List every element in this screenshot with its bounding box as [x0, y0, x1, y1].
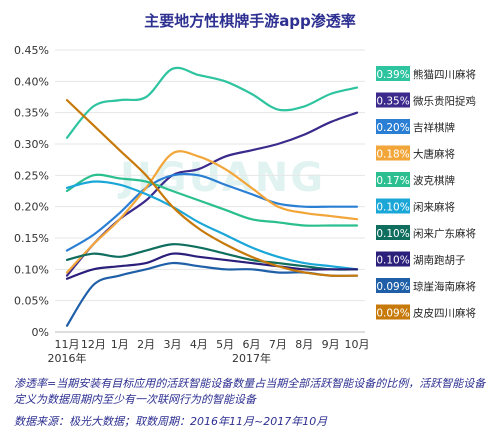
x-tick-label: 8月: [295, 338, 313, 351]
x-tick-label: 12月: [81, 338, 106, 351]
legend-value: 0.39%: [376, 69, 409, 81]
x-tick-label: 2月: [137, 338, 155, 351]
series-line: [65, 66, 359, 139]
series-line: [65, 173, 359, 227]
legend-name: 闲来广东麻将: [413, 227, 476, 240]
line-chart: 0% 0.05% 0.10% 0.15% 0.20% 0.25% 0.30% 0.35% 0.4…: [14, 44, 476, 365]
y-tick-label: 0.45%: [14, 44, 49, 57]
chart-title: 主要地方性棋牌手游app渗透率: [144, 12, 356, 30]
legend-name: 闲来麻将: [413, 201, 455, 214]
y-tick-label: 0.40%: [14, 75, 49, 88]
series-line: [65, 180, 359, 271]
legend-swatch: [376, 251, 410, 267]
legend: 0.39% 熊猫四川麻将 0.35% 微乐贵阳捉鸡 0.20% 吉祥棋牌 0.18% 大唐麻将…: [376, 66, 476, 320]
legend-swatch: [376, 225, 410, 240]
series-line: [65, 172, 359, 252]
legend-swatch: [376, 92, 410, 108]
source-note: 数据来源：极光大数据；取数周期：2016年11月~2017年10月: [14, 415, 328, 428]
legend-swatch: [376, 145, 410, 161]
y-tick-label: 0%: [32, 326, 49, 339]
x-tick-label: 3月: [163, 338, 181, 351]
legend-name: 吉祥棋牌: [413, 121, 455, 134]
legend-value: 0.17%: [376, 175, 409, 187]
legend-value: 0.10%: [376, 202, 409, 214]
legend-name: 波克棋牌: [413, 174, 455, 187]
y-axis: 0% 0.05% 0.10% 0.15% 0.20% 0.25% 0.30% 0.35% 0.4…: [14, 44, 49, 339]
legend-swatch: [376, 172, 410, 187]
series-line: [65, 243, 359, 271]
series-lines: [65, 66, 359, 327]
series-line: [65, 261, 359, 327]
legend-swatch: [376, 119, 410, 134]
x-axis: 11月 12月 1月 2月 3月 4月 5月 6月 7月 8月 9月 10月 2016年 2017年: [48, 331, 370, 365]
legend-name: 琼崖海南麻将: [413, 280, 476, 293]
y-tick-label: 0.30%: [14, 138, 49, 151]
legend-swatch: [376, 66, 410, 81]
y-tick-label: 0.10%: [14, 263, 49, 276]
x-tick-label: 1月: [111, 338, 129, 351]
x-tick-label: 4月: [190, 338, 208, 351]
legend-name: 湖南跑胡子: [413, 254, 466, 267]
year-label: 2016年: [48, 351, 87, 365]
legend-name: 熊猫四川麻将: [413, 68, 476, 81]
y-tick-label: 0.35%: [14, 107, 49, 120]
x-tick-label: 11月: [55, 338, 80, 351]
legend-swatch: [376, 304, 410, 320]
y-tick-label: 0.25%: [14, 169, 49, 182]
x-tick-label: 10月: [345, 338, 370, 351]
y-tick-label: 0.05%: [14, 295, 49, 308]
legend-value: 0.20%: [376, 122, 409, 134]
gridlines: [55, 49, 365, 333]
x-tick-label: 9月: [322, 338, 340, 351]
y-tick-label: 0.15%: [14, 232, 49, 245]
y-tick-label: 0.20%: [14, 201, 49, 214]
legend-name: 微乐贵阳捉鸡: [413, 95, 476, 108]
legend-value: 0.09%: [376, 281, 409, 293]
legend-name: 皮皮四川麻将: [413, 307, 476, 320]
series-line: [65, 150, 359, 274]
legend-value: 0.10%: [376, 228, 409, 240]
legend-value: 0.35%: [376, 96, 409, 108]
series-line: [65, 252, 359, 280]
legend-value: 0.09%: [376, 308, 409, 320]
legend-name: 大唐麻将: [413, 148, 455, 161]
year-label: 2017年: [232, 351, 271, 365]
series-line: [65, 99, 359, 277]
legend-swatch: [376, 278, 410, 293]
legend-swatch: [376, 198, 410, 214]
legend-value: 0.10%: [376, 255, 409, 267]
legend-value: 0.18%: [376, 149, 409, 161]
x-tick-label: 7月: [269, 338, 287, 351]
footnote: 渗透率=当期安装有目标应用的活跃智能设备数量占当期全部活跃智能设备的比例，活跃智…: [14, 377, 486, 406]
x-tick-label: 5月: [216, 338, 234, 351]
x-tick-label: 6月: [243, 338, 261, 351]
